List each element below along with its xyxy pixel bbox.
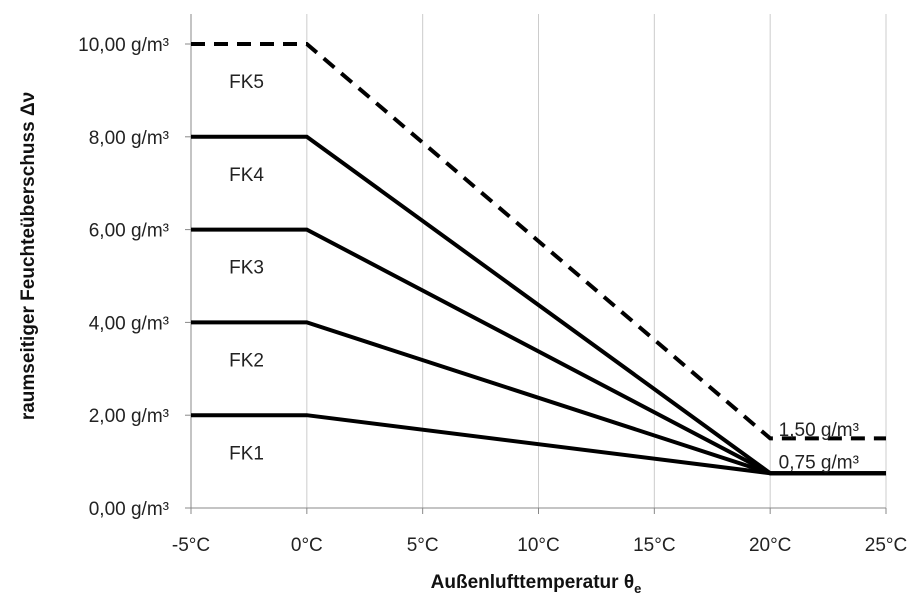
x-tick-label: 5°C: [407, 535, 439, 556]
y-tick-label: 0,00 g/m³: [89, 499, 169, 520]
y-tick-label: 4,00 g/m³: [89, 313, 169, 334]
region-label: FK2: [229, 351, 264, 372]
series-line: [191, 42, 886, 441]
x-tick-label: 10°C: [517, 535, 559, 556]
y-tick-label: 2,00 g/m³: [89, 406, 169, 427]
y-tick-label: 10,00 g/m³: [78, 35, 169, 56]
y-tick-label: 6,00 g/m³: [89, 221, 169, 242]
x-tick-label: 15°C: [633, 535, 675, 556]
value-annotation: 1,50 g/m³: [779, 420, 859, 441]
x-tick-label: 25°C: [865, 535, 907, 556]
x-tick-label: 20°C: [749, 535, 791, 556]
region-label: FK5: [229, 72, 264, 93]
region-label: FK3: [229, 258, 264, 279]
x-tick-label: -5°C: [172, 535, 210, 556]
series-line: [191, 134, 886, 476]
grid-lines: [306, 14, 887, 508]
y-axis-title: raumseitiger Feuchteüberschuss Δν: [18, 92, 39, 420]
axes: [185, 14, 887, 514]
region-label: FK4: [229, 165, 264, 186]
region-label: FK1: [229, 443, 264, 464]
value-annotation: 0,75 g/m³: [779, 453, 859, 474]
y-tick-label: 8,00 g/m³: [89, 128, 169, 149]
x-axis-title-main: Außenlufttemperatur θ: [431, 572, 634, 593]
x-axis-title-subscript: e: [634, 581, 641, 596]
chart-labels: 0,00 g/m³ 2,00 g/m³ 4,00 g/m³ 6,00 g/m³ 8,00…: [78, 35, 907, 556]
x-tick-label: 0°C: [291, 535, 323, 556]
x-axis-title: Außenlufttemperatur θe: [431, 572, 642, 596]
series-lines: [191, 42, 886, 476]
